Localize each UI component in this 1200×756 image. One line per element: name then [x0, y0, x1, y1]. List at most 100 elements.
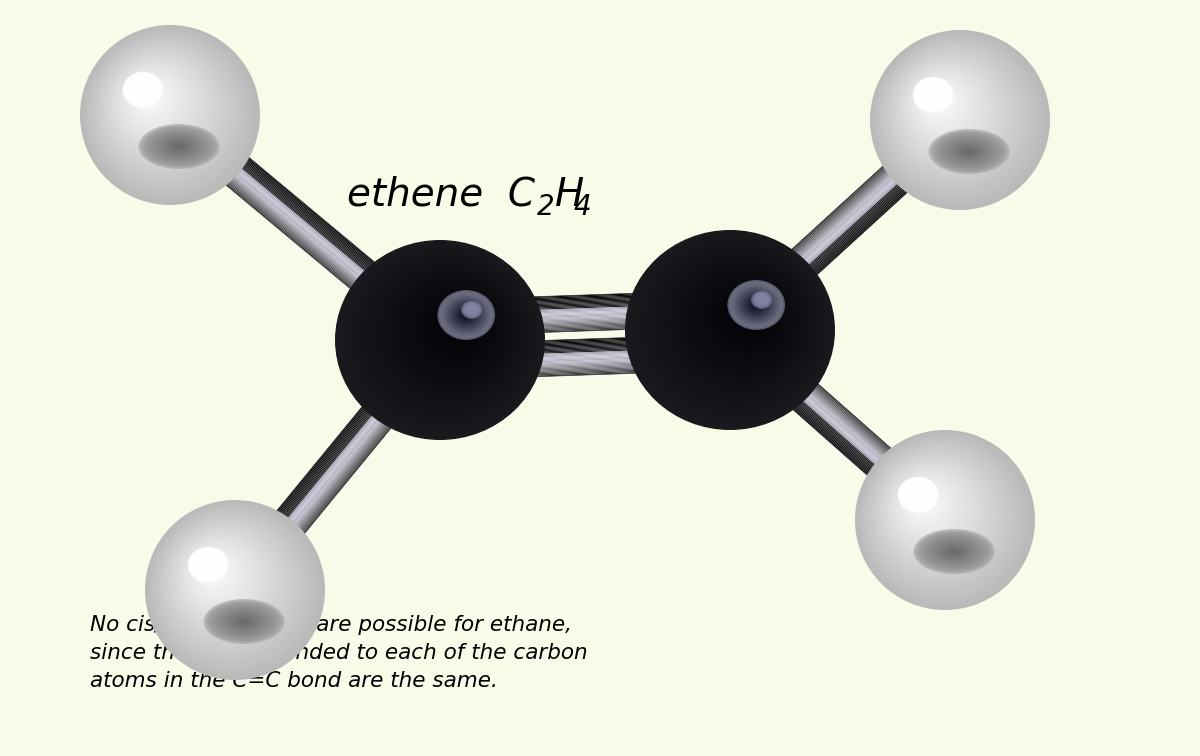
Polygon shape: [290, 414, 391, 537]
Ellipse shape: [86, 32, 248, 194]
Ellipse shape: [160, 515, 300, 655]
Ellipse shape: [233, 615, 254, 627]
Ellipse shape: [928, 537, 982, 566]
Ellipse shape: [170, 142, 187, 151]
Ellipse shape: [636, 237, 828, 420]
Ellipse shape: [138, 85, 156, 104]
Polygon shape: [803, 382, 894, 463]
Ellipse shape: [122, 72, 163, 108]
Ellipse shape: [353, 251, 534, 424]
Polygon shape: [440, 339, 731, 350]
Polygon shape: [800, 177, 910, 276]
Ellipse shape: [404, 283, 503, 376]
Ellipse shape: [167, 522, 287, 643]
Ellipse shape: [732, 296, 770, 332]
Ellipse shape: [403, 281, 504, 378]
Ellipse shape: [908, 70, 980, 142]
Polygon shape: [232, 160, 374, 280]
Ellipse shape: [757, 296, 766, 304]
Ellipse shape: [350, 249, 536, 426]
Ellipse shape: [919, 82, 961, 124]
Polygon shape: [439, 295, 728, 306]
Polygon shape: [798, 386, 890, 467]
Polygon shape: [440, 336, 731, 348]
Ellipse shape: [154, 509, 310, 665]
Polygon shape: [227, 166, 370, 286]
Ellipse shape: [85, 31, 251, 196]
Polygon shape: [439, 303, 730, 314]
Ellipse shape: [163, 138, 196, 156]
Ellipse shape: [130, 78, 156, 102]
Ellipse shape: [737, 298, 768, 328]
Ellipse shape: [438, 302, 484, 346]
Ellipse shape: [193, 551, 223, 578]
Polygon shape: [439, 324, 730, 335]
Ellipse shape: [856, 431, 1033, 608]
Polygon shape: [442, 367, 731, 377]
Ellipse shape: [422, 293, 492, 360]
Ellipse shape: [668, 257, 809, 390]
Ellipse shape: [748, 305, 762, 318]
Ellipse shape: [355, 252, 533, 422]
Ellipse shape: [96, 42, 232, 177]
Ellipse shape: [904, 65, 990, 152]
Polygon shape: [439, 308, 730, 319]
Ellipse shape: [114, 61, 198, 145]
Ellipse shape: [866, 442, 1016, 591]
Ellipse shape: [204, 562, 220, 577]
Ellipse shape: [898, 58, 1002, 163]
Polygon shape: [784, 158, 892, 257]
Ellipse shape: [638, 238, 827, 418]
Ellipse shape: [752, 308, 758, 314]
Ellipse shape: [148, 502, 322, 677]
Ellipse shape: [215, 605, 274, 638]
Polygon shape: [440, 340, 731, 352]
Ellipse shape: [864, 439, 1020, 595]
Ellipse shape: [436, 302, 485, 348]
Ellipse shape: [862, 437, 1024, 599]
Ellipse shape: [731, 283, 782, 327]
Ellipse shape: [924, 535, 984, 568]
Ellipse shape: [467, 305, 476, 314]
Ellipse shape: [874, 449, 1002, 578]
Ellipse shape: [430, 297, 488, 354]
Ellipse shape: [888, 465, 976, 552]
Polygon shape: [439, 302, 730, 313]
Ellipse shape: [740, 291, 772, 319]
Ellipse shape: [427, 296, 490, 356]
Polygon shape: [290, 415, 391, 538]
Ellipse shape: [931, 131, 1007, 172]
Polygon shape: [788, 163, 896, 262]
Ellipse shape: [433, 300, 486, 350]
Ellipse shape: [697, 274, 792, 364]
Ellipse shape: [914, 76, 971, 133]
Ellipse shape: [109, 55, 208, 154]
Ellipse shape: [929, 91, 947, 109]
Ellipse shape: [724, 290, 776, 340]
Ellipse shape: [464, 319, 468, 322]
Ellipse shape: [180, 536, 264, 620]
Polygon shape: [800, 176, 908, 275]
Ellipse shape: [468, 307, 475, 313]
Polygon shape: [284, 410, 385, 532]
Polygon shape: [439, 305, 730, 315]
Ellipse shape: [196, 554, 220, 575]
Polygon shape: [440, 349, 731, 360]
Text: ethene  C: ethene C: [347, 176, 535, 214]
Ellipse shape: [929, 129, 1009, 174]
Text: 4: 4: [574, 193, 590, 221]
Ellipse shape: [80, 25, 260, 205]
Ellipse shape: [932, 95, 938, 101]
Ellipse shape: [170, 526, 281, 637]
Ellipse shape: [420, 292, 494, 362]
Ellipse shape: [938, 543, 971, 560]
Ellipse shape: [689, 268, 797, 372]
Ellipse shape: [451, 311, 475, 334]
Ellipse shape: [889, 466, 973, 550]
Polygon shape: [292, 416, 392, 538]
Polygon shape: [440, 355, 731, 367]
Ellipse shape: [953, 142, 985, 160]
Ellipse shape: [202, 559, 215, 571]
Ellipse shape: [935, 541, 973, 562]
Ellipse shape: [955, 144, 983, 159]
